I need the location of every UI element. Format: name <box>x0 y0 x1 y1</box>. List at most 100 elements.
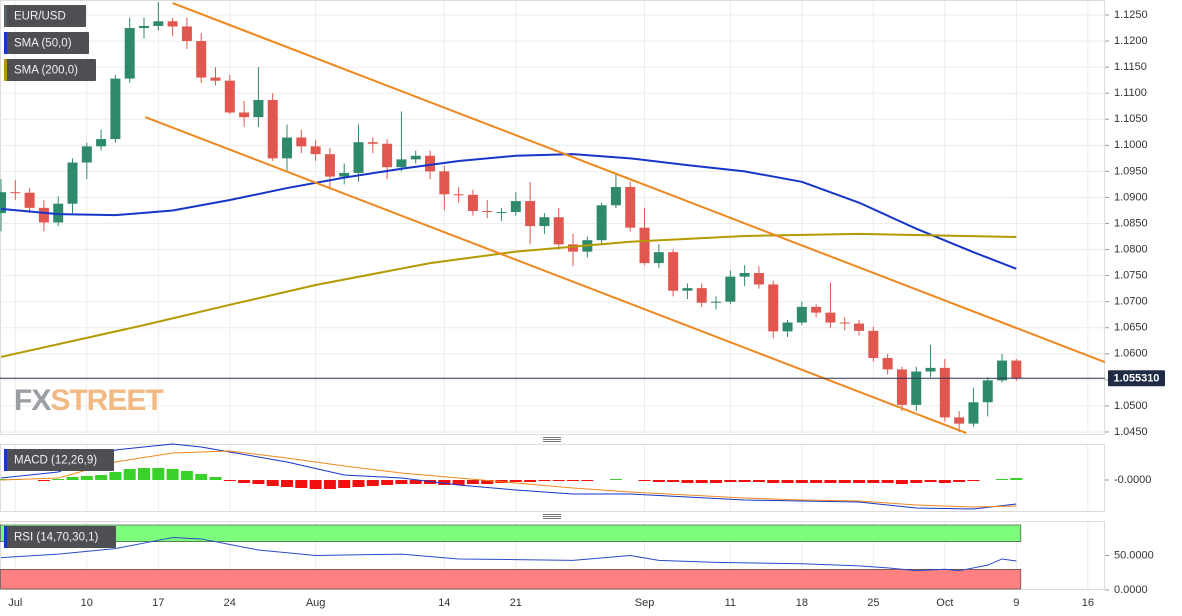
candle-body <box>525 201 536 227</box>
legend-item: RSI (14,70,30,1) <box>4 526 116 548</box>
histogram-bar <box>152 468 165 480</box>
y-tick-label: 1.1150 <box>1114 61 1147 73</box>
trend-line <box>172 2 1106 364</box>
candle-body <box>453 194 464 196</box>
candle-body <box>439 171 450 195</box>
candle-body <box>296 137 307 147</box>
histogram-bar <box>638 480 651 481</box>
main-panel <box>0 0 1105 435</box>
macd-line <box>0 450 1017 508</box>
candle-body <box>24 192 35 208</box>
histogram-bar <box>352 480 365 487</box>
candle-body <box>796 306 807 323</box>
y-tick-label: 1.0850 <box>1114 217 1148 229</box>
histogram-bar <box>795 480 808 483</box>
legend-item: SMA (200,0) <box>4 59 96 81</box>
histogram-bar <box>109 472 122 480</box>
histogram-bar <box>509 480 522 482</box>
y-tick-label: 1.0950 <box>1114 165 1148 177</box>
histogram-bar <box>781 480 794 483</box>
histogram-bar <box>395 480 408 484</box>
candle-body <box>425 155 436 172</box>
candle-body <box>925 367 936 372</box>
histogram-bar <box>524 480 537 482</box>
histogram-bar <box>209 477 222 480</box>
candle-body <box>510 201 521 213</box>
candle-body <box>954 417 965 424</box>
y-tick-label: 1.1250 <box>1114 9 1148 21</box>
legend-label: SMA (200,0) <box>14 65 78 77</box>
candle-body <box>324 154 335 177</box>
panel-resizer[interactable] <box>543 514 561 519</box>
y-tick-label: 1.1200 <box>1114 35 1148 47</box>
candle-body <box>139 25 150 29</box>
histogram-bar <box>52 479 65 480</box>
histogram-bar <box>309 480 322 489</box>
candle-body <box>753 273 764 285</box>
histogram-bar <box>80 476 93 480</box>
histogram-bar <box>881 480 894 483</box>
candle-body <box>282 137 293 159</box>
histogram-bar <box>252 480 265 484</box>
x-tick-label: Oct <box>936 597 953 609</box>
candle-body <box>768 284 779 332</box>
y-tick-label: 1.0500 <box>1114 400 1148 412</box>
x-tick-label: 11 <box>725 597 736 609</box>
candle-body <box>896 369 907 405</box>
candle-body <box>539 217 550 227</box>
candle-body <box>639 227 650 264</box>
candle-body <box>310 146 321 155</box>
candle-body <box>496 212 507 214</box>
watermark-street: STREET <box>50 384 163 417</box>
sma-line <box>0 153 1017 270</box>
y-tick-label: 1.0900 <box>1114 191 1148 203</box>
histogram-bar <box>295 480 308 488</box>
candle-body <box>467 194 478 211</box>
legend-box <box>4 449 114 471</box>
trend-line <box>145 116 967 434</box>
histogram-bar <box>466 480 479 484</box>
candle-body <box>382 143 393 168</box>
legend-label: MACD (12,26,9) <box>14 455 97 467</box>
candle-body <box>181 26 192 42</box>
panel-resizer[interactable] <box>543 437 561 442</box>
y-tick-label: 0.0000 <box>1114 584 1148 596</box>
candle-body <box>725 276 736 302</box>
candle-body <box>653 252 664 264</box>
histogram-bar <box>37 480 50 481</box>
candle-body <box>968 402 979 424</box>
y-tick-label: -0.0000 <box>1114 474 1151 486</box>
watermark-fx: FX <box>14 384 51 417</box>
watermark: FXSTREET <box>14 384 163 417</box>
legend-label: RSI (14,70,30,1) <box>14 532 99 544</box>
x-tick-label: 24 <box>224 597 236 609</box>
histogram-bar <box>667 480 680 482</box>
y-tick-label: 1.0750 <box>1114 270 1148 282</box>
histogram-bar <box>924 480 937 482</box>
macd-line <box>0 443 1017 510</box>
marks <box>0 1 1106 590</box>
candle-body <box>10 192 21 194</box>
histogram-bar <box>180 471 193 480</box>
candle-body <box>739 273 750 277</box>
x-tick-label: 16 <box>1082 597 1094 609</box>
candle-body <box>267 99 278 159</box>
candle-body <box>854 323 865 331</box>
histogram-bar <box>538 480 551 481</box>
candle-body <box>482 210 493 213</box>
candle-body <box>153 21 164 26</box>
candle-body <box>596 205 607 241</box>
candle-body <box>711 301 722 303</box>
histogram-bar <box>366 480 379 486</box>
histogram-bar <box>381 480 394 485</box>
candle-body <box>568 244 579 252</box>
legend-swatch <box>4 526 7 548</box>
candle-body <box>911 371 922 405</box>
histogram-bar <box>409 480 422 484</box>
histogram-bar <box>452 480 465 485</box>
histogram-bar <box>967 480 980 481</box>
legend-box <box>4 5 86 27</box>
histogram-bar <box>481 480 494 484</box>
overbought-band <box>0 524 1022 543</box>
